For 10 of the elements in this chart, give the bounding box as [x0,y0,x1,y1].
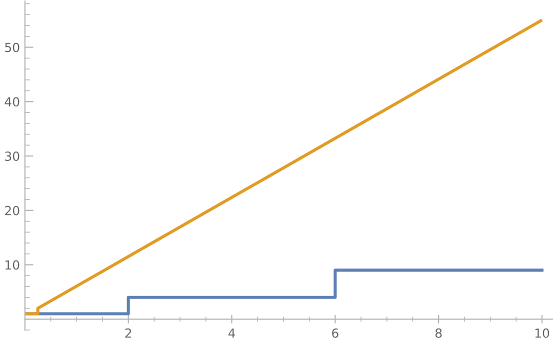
y-tick-label: 20 [5,206,20,216]
y-tick-label: 30 [5,151,20,161]
x-tick-label: 4 [228,328,236,338]
y-tick-label: 10 [6,260,20,270]
x-tick-label: 2 [125,328,132,338]
x-tick-label: 8 [435,328,442,338]
y-tick-label: 40 [4,97,20,107]
y-tick-label: 50 [5,42,20,52]
x-tick-label: 10 [535,328,550,338]
x-tick-label: 6 [332,328,338,338]
